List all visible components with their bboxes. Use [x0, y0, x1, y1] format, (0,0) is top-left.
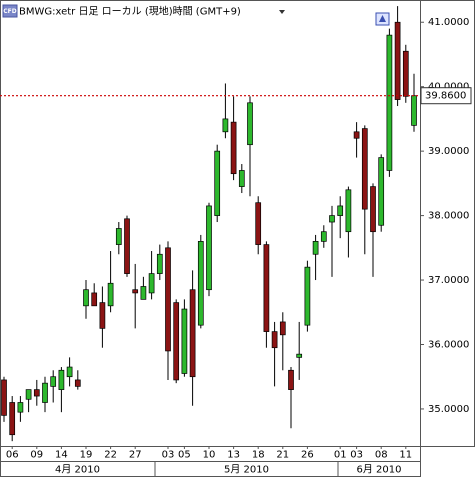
candle-body: [386, 34, 393, 171]
candle-body: [263, 244, 270, 332]
candle-body: [247, 102, 253, 146]
event-marker[interactable]: [375, 12, 390, 26]
x-tick-label: 08: [375, 450, 388, 461]
candle-body: [320, 231, 327, 242]
y-tick-label: 38.0000: [428, 211, 469, 222]
candle-body: [189, 289, 196, 378]
x-tick-label: 11: [399, 450, 412, 461]
x-tick-label: 19: [80, 450, 93, 461]
candle-body: [370, 186, 376, 233]
candle-body: [42, 382, 48, 403]
last-price-box: [420, 87, 472, 105]
y-tick-label: 35.0000: [428, 404, 469, 415]
candle-body: [132, 289, 139, 294]
candle-body: [50, 376, 57, 387]
x-tick-label: 27: [129, 450, 142, 461]
candle-body: [238, 170, 245, 187]
x-tick-label: 09: [30, 450, 43, 461]
candle-body: [304, 266, 311, 326]
chart-title: BMWG:xetr 日足 ローカル (現地)時間 (GMT+9): [19, 5, 241, 18]
candle-body: [230, 121, 237, 175]
month-label: 4月 2010: [55, 464, 100, 476]
candle-body: [255, 202, 262, 245]
candle-body: [181, 308, 188, 374]
candle-body: [353, 131, 360, 139]
candle-body: [115, 228, 122, 245]
candle-body: [296, 353, 303, 358]
candle-body: [345, 189, 352, 233]
price-axis-frame: [420, 0, 475, 447]
candle-body: [91, 292, 98, 307]
y-tick-label: 36.0000: [428, 339, 469, 350]
candle-body: [361, 128, 368, 210]
candle-body: [66, 366, 73, 378]
candle-body: [17, 402, 24, 413]
candle-body: [378, 157, 385, 226]
candle-body: [33, 389, 40, 397]
candle-body: [214, 150, 221, 216]
x-tick-label: 21: [276, 450, 289, 461]
header-bg: [1, 1, 283, 21]
x-tick-label: 13: [227, 450, 240, 461]
candle-body: [312, 241, 319, 255]
candle-body: [279, 321, 286, 336]
candle-body: [1, 379, 7, 416]
x-tick-label: 22: [104, 450, 117, 461]
candle-body: [197, 241, 204, 326]
candle-body: [107, 282, 114, 307]
x-tick-label: 05: [178, 450, 191, 461]
candle-body: [394, 21, 401, 100]
candle-body: [206, 205, 212, 291]
x-tick-label: 26: [301, 450, 314, 461]
candle-body: [402, 50, 409, 97]
x-tick-label: 01: [334, 450, 347, 461]
y-tick-label: 40.0000: [428, 82, 469, 93]
candle-body: [329, 215, 335, 223]
x-tick-label: 06: [6, 450, 19, 461]
candle-body: [83, 289, 89, 307]
x-tick-label: 14: [55, 450, 68, 461]
candle-body: [74, 379, 81, 387]
marks: 35.0000 36.0000 37.0000 38.0000 39.0000 40.00…: [0, 6, 472, 477]
candle-body: [411, 95, 417, 126]
candle-body: [58, 369, 65, 390]
candle-body: [165, 247, 171, 352]
month-label: 5月 2010: [224, 464, 269, 476]
candle-body: [222, 118, 229, 133]
y-tick-label: 39.0000: [428, 146, 469, 157]
candle-body: [148, 273, 155, 294]
candle-body: [271, 331, 278, 349]
last-price-label: 39.8600: [425, 91, 466, 102]
candle-body: [124, 218, 130, 274]
x-tick-label: 03: [162, 450, 175, 461]
candle-body: [337, 205, 344, 216]
x-tick-label: 03: [350, 450, 363, 461]
candle-body: [156, 253, 163, 274]
candle-body: [173, 302, 180, 381]
month-label: 6月 2010: [357, 464, 402, 476]
candle-body: [25, 389, 32, 400]
logo: CFD: [3, 8, 17, 15]
candle-body: [9, 402, 16, 436]
event-marker-icon: [379, 15, 386, 22]
candle-body: [99, 302, 106, 329]
dropdown-arrow[interactable]: [279, 10, 285, 14]
y-tick-label: 41.0000: [428, 17, 469, 28]
candle-body: [288, 369, 294, 390]
y-tick-label: 37.0000: [428, 275, 469, 286]
logo-box: [2, 4, 18, 18]
x-tick-label: 18: [252, 450, 265, 461]
x-tick-label: 10: [203, 450, 216, 461]
candle-body: [140, 286, 147, 300]
